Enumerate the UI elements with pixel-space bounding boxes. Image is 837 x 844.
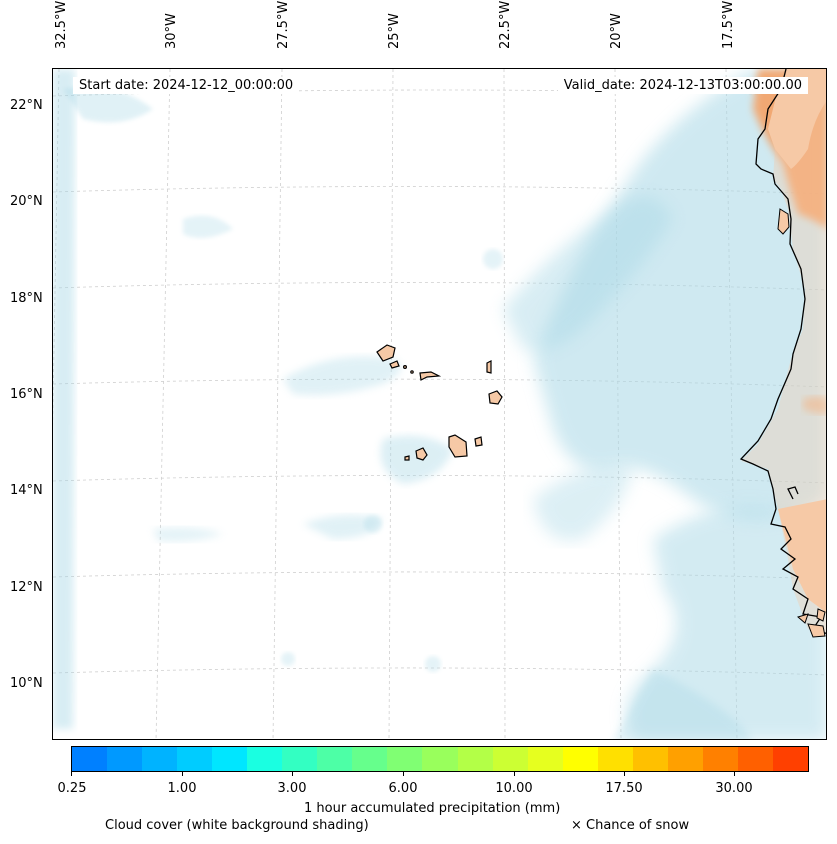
lat-label-22n: 22°N bbox=[10, 98, 43, 113]
colorbar-swatch-11 bbox=[457, 747, 493, 771]
lat-label-18n: 18°N bbox=[10, 291, 43, 306]
colorbar-swatch-2 bbox=[142, 747, 178, 771]
colorbar-tick-label: 17.50 bbox=[605, 781, 643, 796]
lat-label-16n: 16°N bbox=[10, 387, 43, 402]
colorbar-tick-label: 0.25 bbox=[57, 781, 87, 796]
colorbar-swatch-19 bbox=[737, 747, 773, 771]
colorbar-swatch-8 bbox=[352, 747, 388, 771]
colorbar-swatch-18 bbox=[702, 747, 738, 771]
colorbar-tick-label: 30.00 bbox=[715, 781, 753, 796]
cloud-cover-legend: Cloud cover (white background shading) bbox=[105, 818, 369, 833]
map-canvas bbox=[53, 69, 826, 739]
valid-date-label: Valid_date: 2024-12-13T03:00:00.00 bbox=[557, 77, 808, 94]
lon-label-text: 17.5°W bbox=[721, 0, 736, 49]
colorbar-swatch-5 bbox=[247, 747, 283, 771]
colorbar-swatch-4 bbox=[212, 747, 248, 771]
colorbar-tickmark bbox=[734, 772, 735, 776]
lat-label-20n: 20°N bbox=[10, 194, 43, 209]
colorbar-tickmark bbox=[71, 772, 72, 776]
lon-label-20w: 20°W bbox=[609, 0, 624, 64]
lon-label-25w: 25°W bbox=[387, 0, 402, 64]
colorbar-swatch-15 bbox=[597, 747, 633, 771]
map-panel[interactable]: Start date: 2024-12-12_00:00:00 Valid_da… bbox=[52, 68, 827, 740]
colorbar-swatch-20 bbox=[772, 747, 808, 771]
colorbar-swatch-3 bbox=[177, 747, 213, 771]
snow-legend: × Chance of snow bbox=[571, 818, 690, 833]
lon-label-text: 20°W bbox=[609, 13, 624, 49]
lon-label-27-5w: 27.5°W bbox=[276, 0, 291, 64]
lon-label-22-5w: 22.5°W bbox=[498, 0, 513, 64]
colorbar-swatch-9 bbox=[387, 747, 423, 771]
colorbar-swatch-10 bbox=[422, 747, 458, 771]
cloud-cover-shading bbox=[53, 69, 826, 739]
start-date-label: Start date: 2024-12-12_00:00:00 bbox=[73, 77, 300, 94]
colorbar-swatch-7 bbox=[317, 747, 353, 771]
lon-label-32-5w: 32.5°W bbox=[54, 0, 69, 64]
lon-label-text: 30°W bbox=[164, 13, 179, 49]
lon-label-text: 25°W bbox=[387, 13, 402, 49]
colorbar-swatch-0 bbox=[72, 747, 108, 771]
colorbar-tick-label: 3.00 bbox=[277, 781, 307, 796]
colorbar-tick-label: 1.00 bbox=[167, 781, 197, 796]
colorbar-tick-label: 6.00 bbox=[388, 781, 418, 796]
land-africa bbox=[739, 69, 826, 638]
colorbar-tickmark bbox=[624, 772, 625, 776]
colorbar-tickmark bbox=[514, 772, 515, 776]
colorbar-swatch-14 bbox=[562, 747, 598, 771]
colorbar-tickmark bbox=[182, 772, 183, 776]
colorbar-swatch-17 bbox=[667, 747, 703, 771]
colorbar-tickmark bbox=[403, 772, 404, 776]
lon-label-text: 22.5°W bbox=[498, 0, 513, 49]
lon-label-text: 32.5°W bbox=[54, 0, 69, 49]
lon-label-30w: 30°W bbox=[164, 0, 179, 64]
colorbar-swatch-12 bbox=[492, 747, 528, 771]
colorbar-swatch-16 bbox=[632, 747, 668, 771]
lon-label-17-5w: 17.5°W bbox=[721, 0, 736, 64]
lat-label-10n: 10°N bbox=[10, 676, 43, 691]
lat-label-12n: 12°N bbox=[10, 580, 43, 595]
colorbar-swatch-1 bbox=[107, 747, 143, 771]
cabo-verde-islands bbox=[376, 344, 503, 461]
colorbar-swatch-13 bbox=[527, 747, 563, 771]
lat-label-14n: 14°N bbox=[10, 483, 43, 498]
colorbar-tickmark bbox=[292, 772, 293, 776]
lon-label-text: 27.5°W bbox=[276, 0, 291, 49]
colorbar-tick-label: 10.00 bbox=[495, 781, 533, 796]
colorbar-title: 1 hour accumulated precipitation (mm) bbox=[304, 801, 561, 816]
colorbar-swatch-6 bbox=[282, 747, 318, 771]
precipitation-colorbar bbox=[71, 746, 809, 772]
